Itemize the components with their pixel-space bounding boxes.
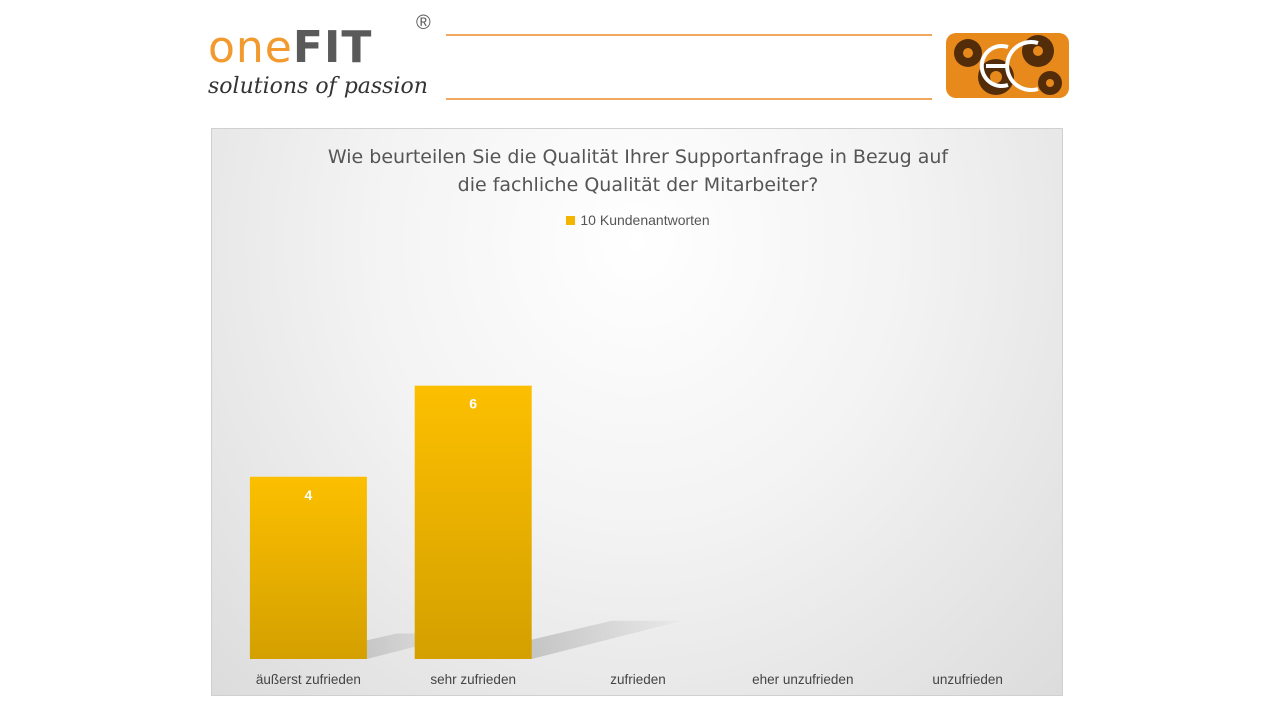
data-label: 4 xyxy=(305,487,313,503)
x-tick-label: eher unzufrieden xyxy=(752,672,853,687)
header-divider-bottom xyxy=(446,98,932,100)
chart-title: Wie beurteilen Sie die Qualität Ihrer Su… xyxy=(327,146,949,196)
logo-wordmark: oneFIT xyxy=(208,22,373,73)
bar-1 xyxy=(249,476,367,659)
registered-mark: ® xyxy=(416,12,431,34)
x-tick-label: sehr zufrieden xyxy=(430,672,516,687)
legend-label: 10 Kundenantworten xyxy=(580,212,710,228)
bar-2 xyxy=(414,385,532,659)
chart-panel: Wie beurteilen Sie die Qualität Ihrer Su… xyxy=(211,128,1063,696)
x-tick-label: unzufrieden xyxy=(932,672,1003,687)
onefit-logo: oneFIT ® solutions of passion xyxy=(206,12,446,104)
gear-logo-icon xyxy=(946,33,1069,98)
logo-tagline: solutions of passion xyxy=(208,74,428,99)
chart-legend: 10 Kundenantworten xyxy=(212,212,1064,228)
data-label: 6 xyxy=(469,396,477,412)
x-tick-label: äußerst zufrieden xyxy=(256,672,361,687)
bar-plot: 4 6 äußerst zufrieden sehr zufrieden zufrie… xyxy=(249,385,1003,687)
legend-swatch xyxy=(566,216,576,225)
header-divider-top xyxy=(446,34,932,36)
x-tick-label: zufrieden xyxy=(610,672,666,687)
